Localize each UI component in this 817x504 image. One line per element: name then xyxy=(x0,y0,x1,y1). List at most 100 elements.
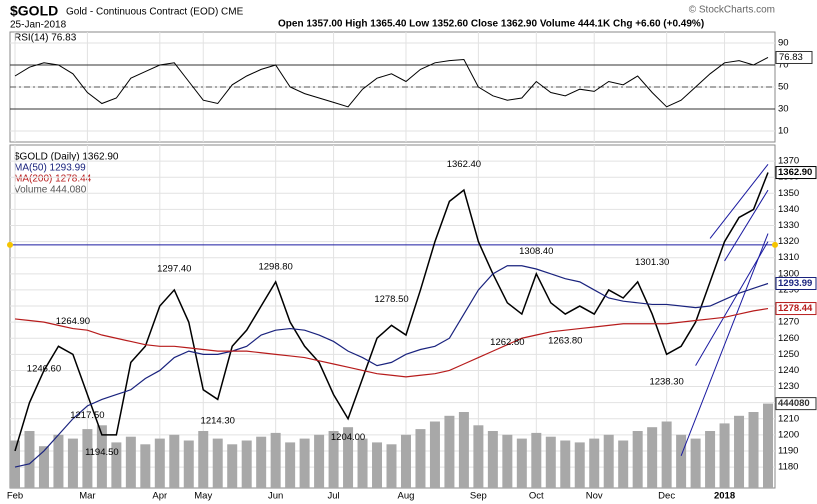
peak-label: 1278.50 xyxy=(374,294,408,305)
y-tick-label: 1320 xyxy=(778,236,799,247)
volume-bar xyxy=(458,412,469,488)
rsi-tick-label: 70 xyxy=(778,60,789,71)
volume-bar xyxy=(444,415,455,488)
x-tick-label: Aug xyxy=(398,491,415,502)
rsi-legend: RSI(14) 76.83 xyxy=(14,33,77,44)
volume-bar xyxy=(647,427,658,488)
ma-line xyxy=(14,265,769,468)
x-tick-label: Dec xyxy=(658,491,675,502)
last-tag-box xyxy=(775,397,817,411)
volume-bar xyxy=(429,421,440,488)
volume-bar xyxy=(560,440,571,488)
x-tick-label: Feb xyxy=(7,491,23,502)
volume-bar xyxy=(690,438,701,488)
last-tag: 1293.99 xyxy=(778,278,812,289)
x-tick-label: Mar xyxy=(79,491,95,502)
quote: Open 1357.00 High 1365.40 Low 1352.60 Cl… xyxy=(278,19,704,30)
volume-bar xyxy=(705,431,716,488)
price-frame xyxy=(9,144,776,489)
volume-bar xyxy=(502,434,513,488)
volume-bar xyxy=(256,436,267,488)
rsi-line xyxy=(14,57,769,108)
volume-bar xyxy=(763,403,773,488)
peak-label: 1264.90 xyxy=(56,316,90,327)
volume-bar xyxy=(589,438,600,488)
x-tick-label: Sep xyxy=(470,491,487,502)
rsi-tick-label: 50 xyxy=(778,82,789,93)
trend-line xyxy=(680,233,769,456)
x-tick-label: Jun xyxy=(268,491,283,502)
legend-price: $GOLD (Daily) 1362.90 xyxy=(14,152,119,163)
hline-end xyxy=(772,241,778,248)
peak-label: 1204.00 xyxy=(331,432,365,443)
peak-label: 1262.80 xyxy=(490,337,524,348)
volume-bar xyxy=(487,431,498,488)
y-tick-label: 1350 xyxy=(778,188,799,199)
volume-bar xyxy=(53,434,64,488)
volume-bar xyxy=(67,438,78,488)
volume-bar xyxy=(24,431,35,488)
last-tag-box xyxy=(775,302,817,316)
volume-bar xyxy=(241,440,252,488)
y-tick-label: 1250 xyxy=(778,349,799,360)
x-tick-label: May xyxy=(194,491,212,502)
x-tick-label: 2018 xyxy=(714,491,735,502)
volume-bar xyxy=(299,438,310,488)
peak-label: 1217.50 xyxy=(70,410,104,421)
volume-bar xyxy=(473,425,484,488)
volume-bar xyxy=(328,431,339,488)
volume-bar xyxy=(748,412,759,488)
volume-bar xyxy=(10,440,20,488)
peak-label: 1362.40 xyxy=(447,159,481,170)
volume-bar xyxy=(415,429,426,488)
rsi-tick-label: 10 xyxy=(778,126,789,137)
legend-volume: Volume 444,080 xyxy=(14,185,87,196)
last-tag-box xyxy=(775,277,817,291)
peak-label: 1301.30 xyxy=(635,257,669,268)
ma-line xyxy=(14,307,769,378)
peak-label: 1246.60 xyxy=(27,363,61,374)
volume-bar xyxy=(82,429,93,488)
volume-bar xyxy=(386,444,397,488)
x-tick-label: Jul xyxy=(327,491,339,502)
price-line xyxy=(14,172,769,452)
volume-bar xyxy=(125,436,136,488)
hline-end xyxy=(7,241,13,248)
volume-bar xyxy=(212,438,223,488)
y-tick-label: 1180 xyxy=(778,462,798,473)
volume-bar xyxy=(154,438,165,488)
peak-label: 1194.50 xyxy=(85,447,119,458)
volume-bar xyxy=(343,427,354,488)
volume-bar xyxy=(169,434,180,488)
volume-bar xyxy=(574,442,585,488)
y-tick-label: 1240 xyxy=(778,365,799,376)
trend-line xyxy=(709,164,769,239)
y-tick-label: 1340 xyxy=(778,204,799,215)
legend-ma200: MA(200) 1278.44 xyxy=(14,174,92,185)
volume-bar xyxy=(38,446,49,488)
y-tick-label: 1260 xyxy=(778,333,799,344)
last-tag: 1362.90 xyxy=(778,167,812,178)
volume-bar xyxy=(111,442,122,488)
y-tick-label: 1200 xyxy=(778,429,799,440)
volume-bar xyxy=(183,440,194,488)
credit: © StockCharts.com xyxy=(689,5,775,16)
y-tick-label: 1190 xyxy=(778,445,798,456)
legend-ma50: MA(50) 1293.99 xyxy=(14,163,86,174)
rsi-tag: 76.83 xyxy=(779,52,803,63)
y-tick-label: 1210 xyxy=(778,413,799,424)
y-tick-label: 1330 xyxy=(778,220,799,231)
x-tick-label: Apr xyxy=(152,491,167,502)
volume-bar xyxy=(285,442,296,488)
symbol: $GOLD xyxy=(10,3,58,19)
subtitle: Gold - Continuous Contract (EOD) CME xyxy=(66,7,244,18)
volume-bar xyxy=(545,436,556,488)
last-tag: 1278.44 xyxy=(778,303,813,314)
rsi-tag-box xyxy=(775,50,813,64)
trend-line xyxy=(724,189,769,262)
volume-bar xyxy=(676,434,687,488)
x-tick-label: Oct xyxy=(529,491,544,502)
volume-bar xyxy=(314,434,325,488)
volume-bar xyxy=(719,423,730,488)
